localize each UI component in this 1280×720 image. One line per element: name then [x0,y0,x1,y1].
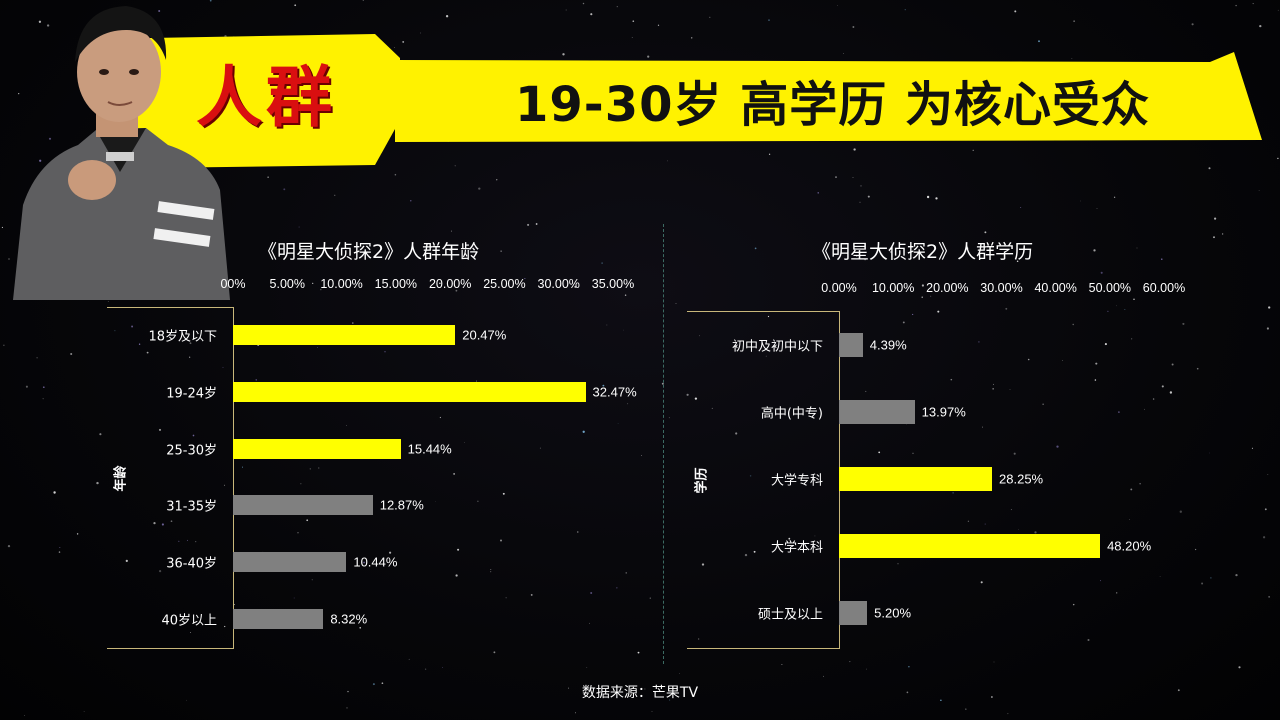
education-value-label: 28.25% [999,471,1044,487]
age-tick-label: 00% [220,277,246,291]
education-tick-label: 40.00% [1034,281,1077,295]
age-category-label: 31-35岁 [166,499,217,515]
age-bar [233,608,324,629]
age-category-label: 36-40岁 [166,556,217,572]
age-category-label: 25-30岁 [166,443,217,459]
age-category-axis [107,307,234,649]
age-tick-label: 5.00% [269,277,306,291]
education-bar [839,467,993,491]
age-bar [233,495,373,516]
age-bar [233,325,456,346]
education-category-label: 硕士及以上 [757,607,823,623]
age-chart-title: 《明星大侦探2》人群年龄 [258,241,480,263]
age-tick-label: 20.00% [428,277,472,291]
age-category-label: 18岁及以下 [148,329,217,345]
education-value-label: 4.39% [869,337,907,353]
age-value-label: 20.47% [462,327,507,343]
data-source-note: 数据来源：芒果TV [581,685,699,701]
age-tick-label: 30.00% [537,277,580,291]
education-tick-label: 0.00% [821,281,857,295]
age-bar [233,552,347,572]
banner-right-shape [395,52,1262,142]
education-bar [839,601,868,626]
education-tick-label: 10.00% [871,281,915,295]
age-tick-label: 10.00% [320,277,363,291]
education-tick-label: 50.00% [1088,281,1132,295]
age-category-label: 40岁以上 [161,613,217,629]
age-tick-label: 15.00% [374,277,418,291]
host-head [77,22,161,122]
age-value-label: 8.32% [330,611,368,627]
banner-title-left: 人群 [196,59,336,136]
education-value-label: 48.20% [1107,538,1152,554]
age-bar [233,438,401,459]
age-value-label: 32.47% [592,384,637,400]
age-bar [233,382,586,402]
age-value-label: 15.44% [407,441,452,457]
education-tick-label: 30.00% [980,281,1023,295]
education-value-label: 13.97% [921,404,966,420]
banner-left-shape [122,34,400,168]
age-value-label: 10.44% [353,554,398,570]
banner-title-right: 19-30岁 高学历 为核心受众 [515,77,1150,133]
education-category-label: 大学本科 [770,540,823,556]
age-tick-label: 35.00% [591,277,635,291]
education-tick-label: 20.00% [926,281,969,295]
age-category-label: 19-24岁 [166,386,217,402]
host-hair [75,6,167,62]
age-tick-label: 25.00% [483,277,526,291]
education-bar [839,399,915,424]
age-value-label: 12.87% [379,497,424,513]
education-tick-label: 60.00% [1142,281,1186,295]
chart-divider [663,224,664,664]
education-chart-title: 《明星大侦探2》人群学历 [812,241,1034,263]
education-category-label: 初中及初中以下 [731,339,823,355]
host-body [13,128,230,300]
age-axis-title: 年龄 [113,465,129,492]
host-photo [13,6,230,300]
education-category-label: 大学专科 [770,473,823,489]
education-axis-title: 学历 [694,467,710,494]
education-value-label: 5.20% [874,605,912,621]
education-category-label: 高中(中专) [760,406,823,422]
education-bar [839,332,863,357]
header-banner [122,34,1262,168]
education-bar [839,534,1101,559]
